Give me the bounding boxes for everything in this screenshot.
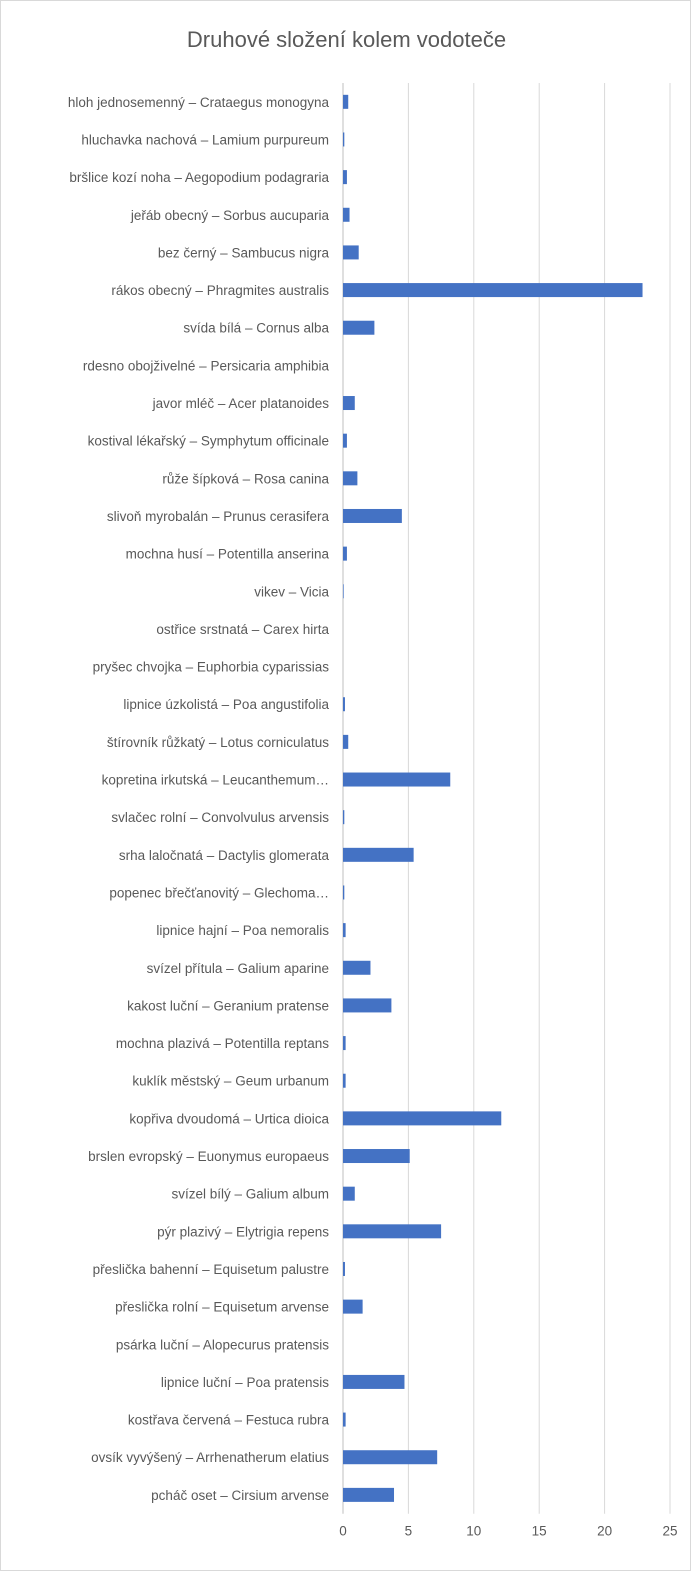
category-label: bršlice kozí noha – Aegopodium podagrari… [69, 170, 329, 185]
x-tick-label: 5 [405, 1524, 413, 1539]
category-label: štírovník růžkatý – Lotus corniculatus [107, 735, 329, 750]
category-label: jeřáb obecný – Sorbus aucuparia [130, 208, 330, 223]
category-label: přeslička bahenní – Equisetum palustre [93, 1262, 329, 1277]
x-tick-label: 20 [597, 1524, 612, 1539]
category-label: pcháč oset – Cirsium arvense [151, 1488, 329, 1503]
category-label: brslen evropský – Euonymus europaeus [88, 1149, 329, 1164]
category-label: pryšec chvojka – Euphorbia cyparissias [93, 660, 330, 675]
category-label: bez černý – Sambucus nigra [158, 245, 330, 260]
bar [343, 1149, 410, 1164]
bar [343, 847, 414, 862]
category-label: rákos obecný – Phragmites australis [111, 283, 329, 298]
category-label: lipnice luční – Poa pratensis [161, 1375, 329, 1390]
bar [343, 1224, 442, 1239]
bar [343, 508, 402, 523]
category-label: svída bílá – Cornus alba [183, 321, 329, 336]
category-label: vikev – Vicia [254, 584, 329, 599]
category-label: růže šípková – Rosa canina [162, 471, 329, 486]
category-labels: hloh jednosemenný – Crataegus monogyna hl… [68, 95, 330, 1503]
x-tick-label: 25 [662, 1524, 677, 1539]
x-tick-labels: 0 5 10 15 20 25 [339, 1524, 677, 1539]
category-label: kopretina irkutská – Leucanthemum… [102, 773, 329, 788]
category-label: hloh jednosemenný – Crataegus monogyna [68, 95, 330, 110]
bar [343, 772, 451, 787]
category-label: pýr plazivý – Elytrigia repens [157, 1224, 329, 1239]
bar [343, 132, 345, 147]
x-tick-label: 10 [466, 1524, 481, 1539]
category-label: svlačec rolní – Convolvulus arvensis [111, 810, 329, 825]
gridlines [342, 83, 671, 1514]
bar [343, 433, 347, 448]
category-label: svízel bílý – Galium album [171, 1187, 329, 1202]
bar [343, 283, 643, 298]
bar [343, 584, 344, 599]
chart-title: Druhové složení kolem vodoteče [186, 27, 507, 52]
category-label: slivoň myrobalán – Prunus cerasifera [107, 509, 330, 524]
bar [343, 471, 358, 486]
bar [343, 1111, 502, 1126]
bars [343, 94, 643, 1502]
bar [343, 245, 359, 260]
category-label: kostival lékařský – Symphytum officinale [88, 434, 329, 449]
bar [343, 546, 347, 561]
category-label: javor mléč – Acer platanoides [152, 396, 330, 411]
x-tick-label: 15 [532, 1524, 547, 1539]
bar [343, 1374, 405, 1389]
category-label: hluchavka nachová – Lamium purpureum [81, 132, 329, 147]
category-label: přeslička rolní – Equisetum arvense [115, 1300, 329, 1315]
category-label: mochna husí – Potentilla anserina [126, 547, 330, 562]
category-label: mochna plazivá – Potentilla reptans [116, 1036, 329, 1051]
category-label: kopřiva dvoudomá – Urtica dioica [129, 1111, 329, 1126]
category-label: ostřice srstnatá – Carex hirta [156, 622, 329, 637]
bar [343, 1487, 395, 1502]
bar [343, 396, 355, 411]
category-label: kuklík městský – Geum urbanum [132, 1074, 329, 1089]
bar [343, 1412, 346, 1427]
category-label: psárka luční – Alopecurus pratensis [116, 1337, 329, 1352]
bar [343, 1186, 355, 1201]
category-label: srha laločnatá – Dactylis glomerata [119, 848, 330, 863]
bar [343, 960, 371, 975]
bar [343, 998, 392, 1013]
bar [343, 1073, 346, 1088]
bar [343, 923, 346, 938]
bar [343, 1299, 363, 1314]
bar [343, 697, 345, 712]
bar [343, 1261, 345, 1276]
bar [343, 207, 350, 222]
x-tick-label: 0 [339, 1524, 347, 1539]
category-label: rdesno obojživelné – Persicaria amphibia [83, 358, 330, 373]
bar [343, 1450, 438, 1465]
category-label: lipnice úzkolistá – Poa angustifolia [123, 697, 329, 712]
category-label: ovsík vyvýšený – Arrhenatherum elatius [91, 1450, 329, 1465]
category-label: kostřava červená – Festuca rubra [128, 1413, 330, 1428]
category-label: kakost luční – Geranium pratense [127, 998, 329, 1013]
bar [343, 734, 349, 749]
bar [343, 885, 345, 900]
bar [343, 1036, 346, 1051]
bar [343, 170, 347, 185]
bar [343, 320, 375, 335]
category-label: popenec břečťanovitý – Glechoma… [109, 885, 329, 900]
category-label: svízel přítula – Galium aparine [147, 961, 329, 976]
bar [343, 94, 349, 109]
bar [343, 810, 345, 825]
category-label: lipnice hajní – Poa nemoralis [156, 923, 329, 938]
